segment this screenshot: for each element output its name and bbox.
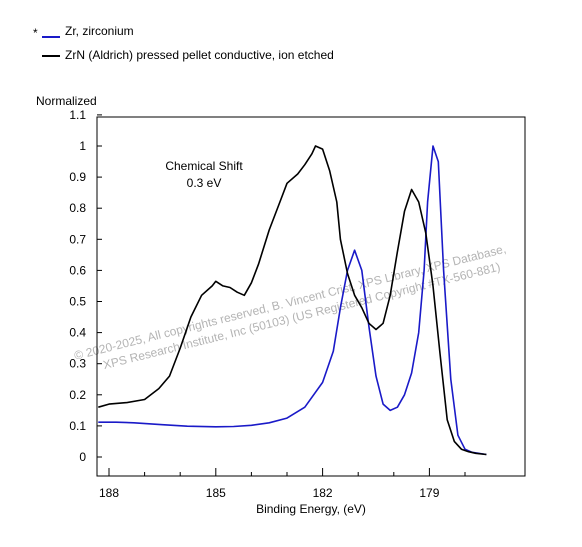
annotation-shift-value: 0.3 eV xyxy=(187,176,222,190)
legend-label-zr: Zr, zirconium xyxy=(65,24,134,38)
y-tick-label: 0.6 xyxy=(69,263,86,277)
x-axis: 188 185 182 179 xyxy=(99,468,466,500)
y-tick-label: 0.1 xyxy=(69,419,86,433)
y-tick-label: 1.1 xyxy=(69,108,86,122)
legend: * Zr, zirconium ZrN (Aldrich) pressed pe… xyxy=(33,24,334,62)
y-axis: 1.1 1 0.9 0.8 0.7 0.6 0.5 0.4 0.3 0.2 0.1 0 xyxy=(69,108,102,464)
y-tick-label: 0.5 xyxy=(69,295,86,309)
y-tick-label: 0.3 xyxy=(69,357,86,371)
legend-marker: * xyxy=(33,26,38,40)
x-tick-label: 188 xyxy=(99,486,119,500)
series-layer xyxy=(98,145,487,456)
series-line-zr xyxy=(98,145,487,456)
watermark-line-1: © 2020-2025, All copyrights reserved, B.… xyxy=(73,242,508,363)
x-tick-label: 185 xyxy=(206,486,226,500)
y-tick-label: 0 xyxy=(79,450,86,464)
x-tick-label: 179 xyxy=(419,486,439,500)
watermark-line-2: XPS Research Institute, Inc (50103) (US … xyxy=(102,260,502,372)
y-tick-label: 0.8 xyxy=(69,201,86,215)
y-tick-label: 1 xyxy=(79,139,86,153)
x-axis-title: Binding Energy, (eV) xyxy=(256,502,366,516)
x-tick-label: 182 xyxy=(313,486,333,500)
y-axis-title: Normalized xyxy=(36,94,97,108)
y-tick-label: 0.4 xyxy=(69,326,86,340)
annotation-chemical-shift: Chemical Shift xyxy=(165,159,243,173)
y-tick-label: 0.9 xyxy=(69,170,86,184)
y-tick-label: 0.2 xyxy=(69,388,86,402)
plot-frame xyxy=(96,116,526,477)
series-line-zrn xyxy=(98,145,487,456)
legend-label-zrn: ZrN (Aldrich) pressed pellet conductive,… xyxy=(65,48,334,62)
y-tick-label: 0.7 xyxy=(69,232,86,246)
